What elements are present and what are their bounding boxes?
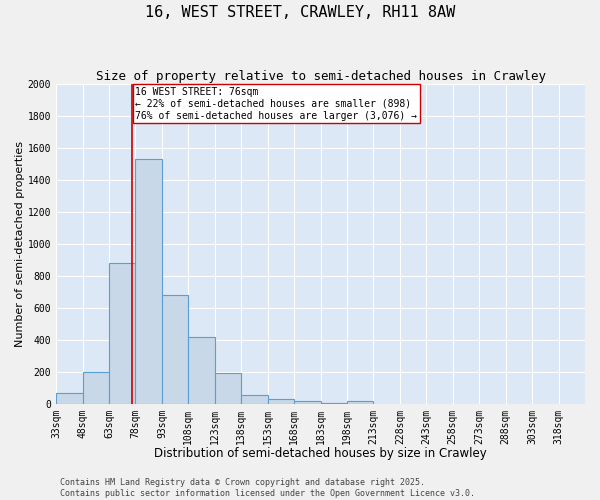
Bar — [136, 160, 162, 404]
Bar — [188, 337, 215, 404]
Text: Contains HM Land Registry data © Crown copyright and database right 2025.
Contai: Contains HM Land Registry data © Crown c… — [60, 478, 475, 498]
Bar — [162, 296, 188, 404]
Bar — [215, 373, 241, 404]
X-axis label: Distribution of semi-detached houses by size in Crawley: Distribution of semi-detached houses by … — [154, 447, 487, 460]
Bar — [241, 394, 268, 404]
Bar — [294, 401, 320, 404]
Bar — [109, 264, 136, 404]
Bar — [83, 372, 109, 404]
Bar — [56, 393, 83, 404]
Bar — [268, 400, 294, 404]
Text: 16, WEST STREET, CRAWLEY, RH11 8AW: 16, WEST STREET, CRAWLEY, RH11 8AW — [145, 5, 455, 20]
Text: 16 WEST STREET: 76sqm
← 22% of semi-detached houses are smaller (898)
76% of sem: 16 WEST STREET: 76sqm ← 22% of semi-deta… — [136, 88, 418, 120]
Title: Size of property relative to semi-detached houses in Crawley: Size of property relative to semi-detach… — [95, 70, 545, 83]
Bar — [347, 401, 373, 404]
Y-axis label: Number of semi-detached properties: Number of semi-detached properties — [15, 141, 25, 347]
